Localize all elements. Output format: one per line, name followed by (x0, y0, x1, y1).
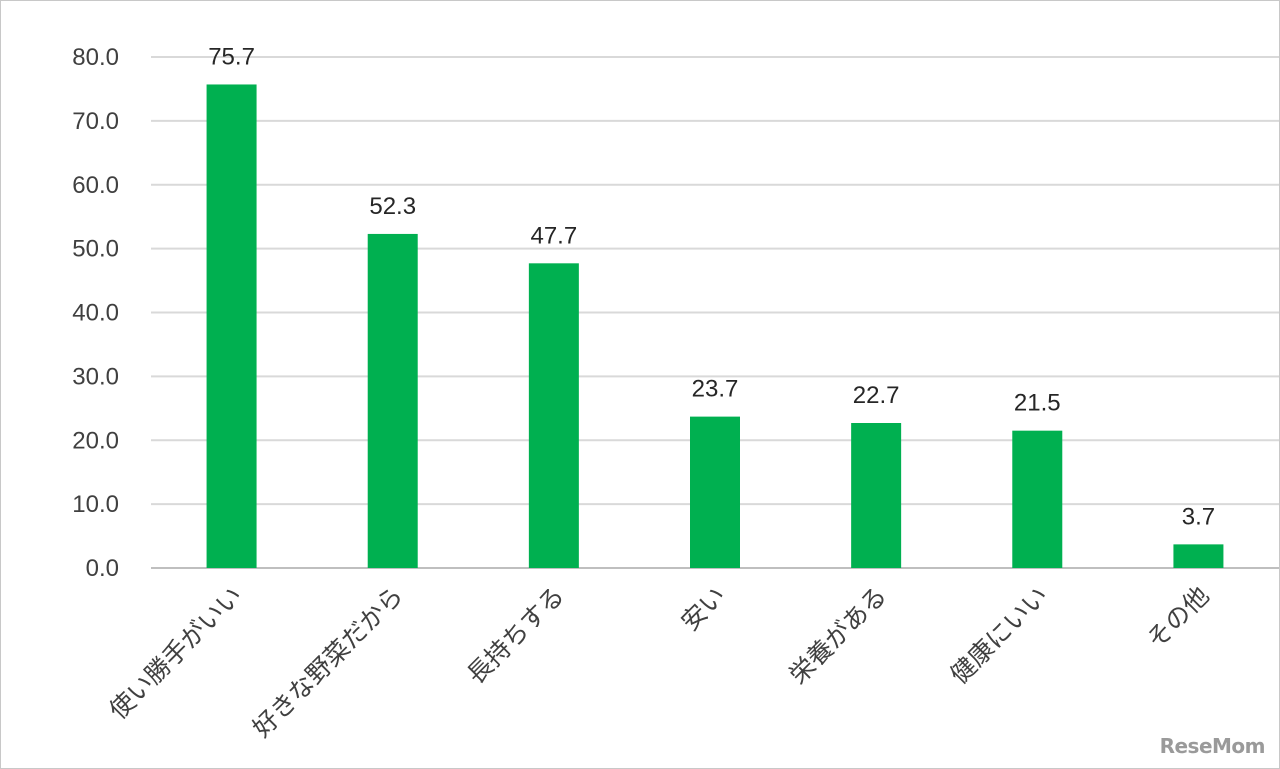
y-tick-label: 40.0 (72, 300, 119, 327)
y-tick-label: 30.0 (72, 363, 119, 390)
data-label: 75.7 (208, 43, 255, 70)
y-tick-label: 60.0 (72, 172, 119, 199)
y-tick-label: 10.0 (72, 491, 119, 518)
category-label: 好きな野菜だから (247, 581, 409, 743)
bar (206, 84, 257, 568)
y-tick-label: 50.0 (72, 236, 119, 263)
bar (851, 423, 902, 568)
resemom-logo: ReseMom (1159, 734, 1266, 758)
category-label: 栄養がある (783, 581, 892, 690)
bar (367, 233, 418, 568)
category-label: 安い (675, 581, 731, 637)
x-axis-category-labels: 使い勝手がいい 好きな野菜だから 長持ちする 安い 栄養がある 健康にいい その他 (104, 581, 1215, 743)
y-tick-label: 0.0 (86, 555, 119, 582)
data-labels: 75.7 52.3 47.7 23.7 22.7 21.5 3.7 (208, 43, 1215, 530)
bars (206, 84, 1224, 568)
y-axis-tick-labels: 0.0 10.0 20.0 30.0 40.0 50.0 60.0 70.0 80.0 (72, 44, 119, 582)
data-label: 52.3 (369, 193, 416, 220)
category-label: その他 (1141, 581, 1215, 655)
gridlines (151, 56, 1279, 569)
bar (1173, 544, 1224, 568)
y-tick-label: 80.0 (72, 44, 119, 71)
bar (528, 263, 579, 568)
data-label: 22.7 (853, 382, 900, 409)
y-tick-label: 70.0 (72, 108, 119, 135)
category-label: 使い勝手がいい (104, 581, 248, 725)
y-tick-label: 20.0 (72, 427, 119, 454)
data-label: 23.7 (692, 376, 739, 403)
data-label: 3.7 (1182, 503, 1215, 530)
bar (1012, 430, 1063, 568)
bar (690, 416, 740, 568)
category-label: 健康にいい (945, 581, 1054, 690)
data-label: 47.7 (530, 222, 577, 249)
category-label: 長持ちする (461, 581, 570, 690)
data-label: 21.5 (1014, 390, 1061, 417)
